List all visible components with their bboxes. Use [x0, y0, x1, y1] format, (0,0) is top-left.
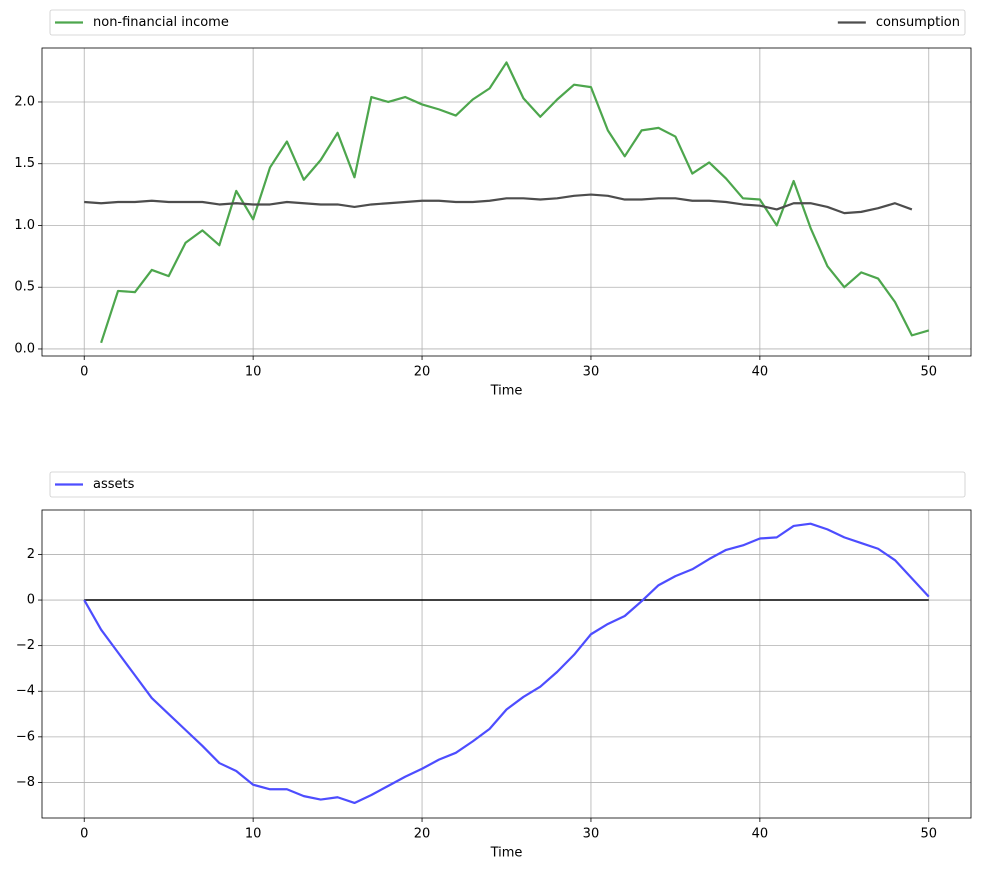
line-series	[100, 61, 930, 344]
line-series	[84, 193, 913, 215]
legend-box	[49, 471, 966, 498]
y-tick-label: 2	[27, 547, 35, 562]
y-tick-label: −8	[16, 775, 35, 790]
line-series	[83, 522, 930, 805]
x-tick-label: 30	[583, 827, 600, 842]
x-tick-label: 40	[752, 365, 769, 380]
y-tick-label: −6	[16, 729, 35, 744]
x-tick-label: 0	[80, 827, 88, 842]
axes-frame	[41, 47, 972, 357]
x-tick-label: 10	[245, 365, 262, 380]
x-axis-label: Time	[490, 384, 523, 399]
y-tick-label: 2.0	[14, 94, 35, 109]
y-tick-label: 1.0	[14, 218, 35, 233]
x-tick-label: 30	[583, 365, 600, 380]
x-tick-label: 50	[920, 827, 937, 842]
x-tick-label: 20	[414, 827, 431, 842]
legend-label: non-financial income	[93, 15, 229, 30]
y-tick-label: −4	[16, 684, 35, 699]
axes-frame	[41, 509, 972, 819]
x-tick-label: 0	[80, 365, 88, 380]
y-tick-label: 0	[27, 593, 35, 608]
x-tick-label: 20	[414, 365, 431, 380]
y-tick-label: 0.0	[14, 341, 35, 356]
y-tick-label: 1.5	[14, 156, 35, 171]
x-tick-label: 50	[920, 365, 937, 380]
legend-label: consumption	[876, 15, 960, 30]
x-tick-label: 10	[245, 827, 262, 842]
y-tick-label: −2	[16, 638, 35, 653]
y-tick-label: 0.5	[14, 280, 35, 295]
x-axis-label: Time	[490, 846, 523, 861]
legend-label: assets	[93, 477, 135, 492]
x-tick-label: 40	[752, 827, 769, 842]
legend-box	[49, 9, 966, 36]
